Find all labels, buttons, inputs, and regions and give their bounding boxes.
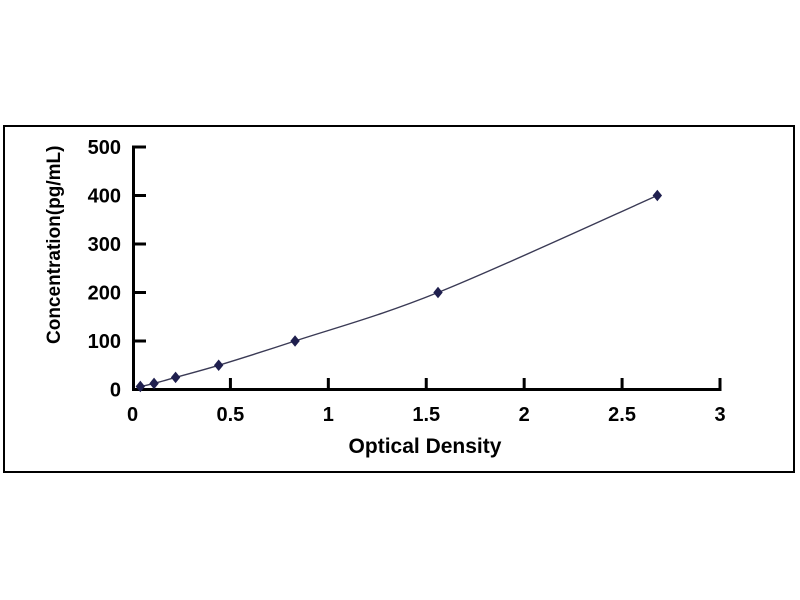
data-point-marker (170, 371, 181, 384)
data-point-marker (433, 286, 443, 299)
data-point-marker (135, 380, 146, 393)
y-tick-label: 100 (88, 331, 121, 353)
curve-line (140, 194, 658, 388)
data-point-marker (290, 335, 300, 347)
y-tick-label: 300 (88, 234, 121, 256)
y-tick-label: 200 (88, 283, 121, 305)
data-point-marker (652, 189, 663, 202)
x-tick-label: 1.5 (412, 404, 440, 426)
y-axis-title: Concentration(pg/mL) (44, 145, 65, 344)
x-tick-label: 1 (323, 404, 334, 426)
x-tick-label: 0.5 (217, 404, 245, 426)
x-tick-label: 2 (519, 404, 530, 426)
x-tick-label: 0 (127, 404, 138, 426)
y-tick-label: 400 (88, 186, 121, 208)
y-tick-label: 500 (88, 137, 121, 159)
data-point-marker (149, 377, 159, 390)
x-axis-title: Optical Density (348, 435, 502, 458)
data-point-marker (213, 359, 224, 372)
y-tick-label: 0 (110, 380, 121, 402)
x-tick-label: 2.5 (608, 404, 636, 426)
x-tick-label: 3 (714, 404, 725, 426)
